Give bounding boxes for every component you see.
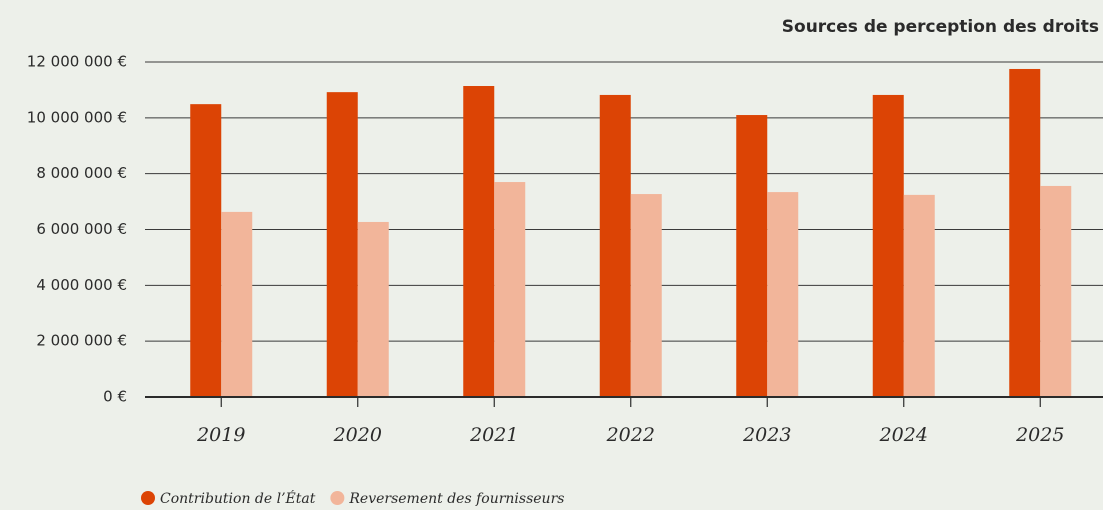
x-tick-label: 2025 (1015, 424, 1064, 446)
bar (221, 211, 253, 397)
legend-label: Reversement des fournisseurs (348, 491, 564, 507)
x-tick-label: 2024 (879, 424, 928, 446)
legend-swatch (141, 491, 155, 505)
x-tick-label: 2019 (196, 424, 245, 446)
bar (872, 94, 904, 398)
bar (357, 221, 389, 397)
chart-title: Sources de perception des droits (782, 17, 1099, 37)
x-tick-label: 2023 (742, 424, 791, 446)
legend-swatch (330, 491, 345, 505)
bar (903, 194, 935, 397)
bar (190, 104, 222, 397)
y-tick-label: 12 000 000 € (27, 53, 127, 71)
bar (1040, 185, 1072, 397)
y-tick-label: 6 000 000 € (36, 220, 127, 238)
y-tick-label: 10 000 000 € (27, 108, 127, 126)
x-tick-label: 2022 (606, 424, 655, 446)
y-tick-label: 8 000 000 € (36, 164, 127, 182)
y-tick-label: 0 € (103, 388, 127, 406)
bar (463, 86, 495, 397)
x-tick-label: 2020 (333, 424, 382, 446)
bar (326, 92, 358, 398)
x-tick-label: 2021 (469, 424, 518, 446)
bar (599, 94, 631, 398)
bar (630, 194, 662, 397)
y-tick-label: 2 000 000 € (36, 332, 127, 350)
bar (767, 192, 799, 397)
bar (1009, 68, 1041, 398)
bar (736, 115, 768, 398)
legend-label: Contribution de l’État (160, 489, 316, 507)
bar (494, 182, 526, 397)
y-tick-label: 4 000 000 € (36, 276, 127, 294)
